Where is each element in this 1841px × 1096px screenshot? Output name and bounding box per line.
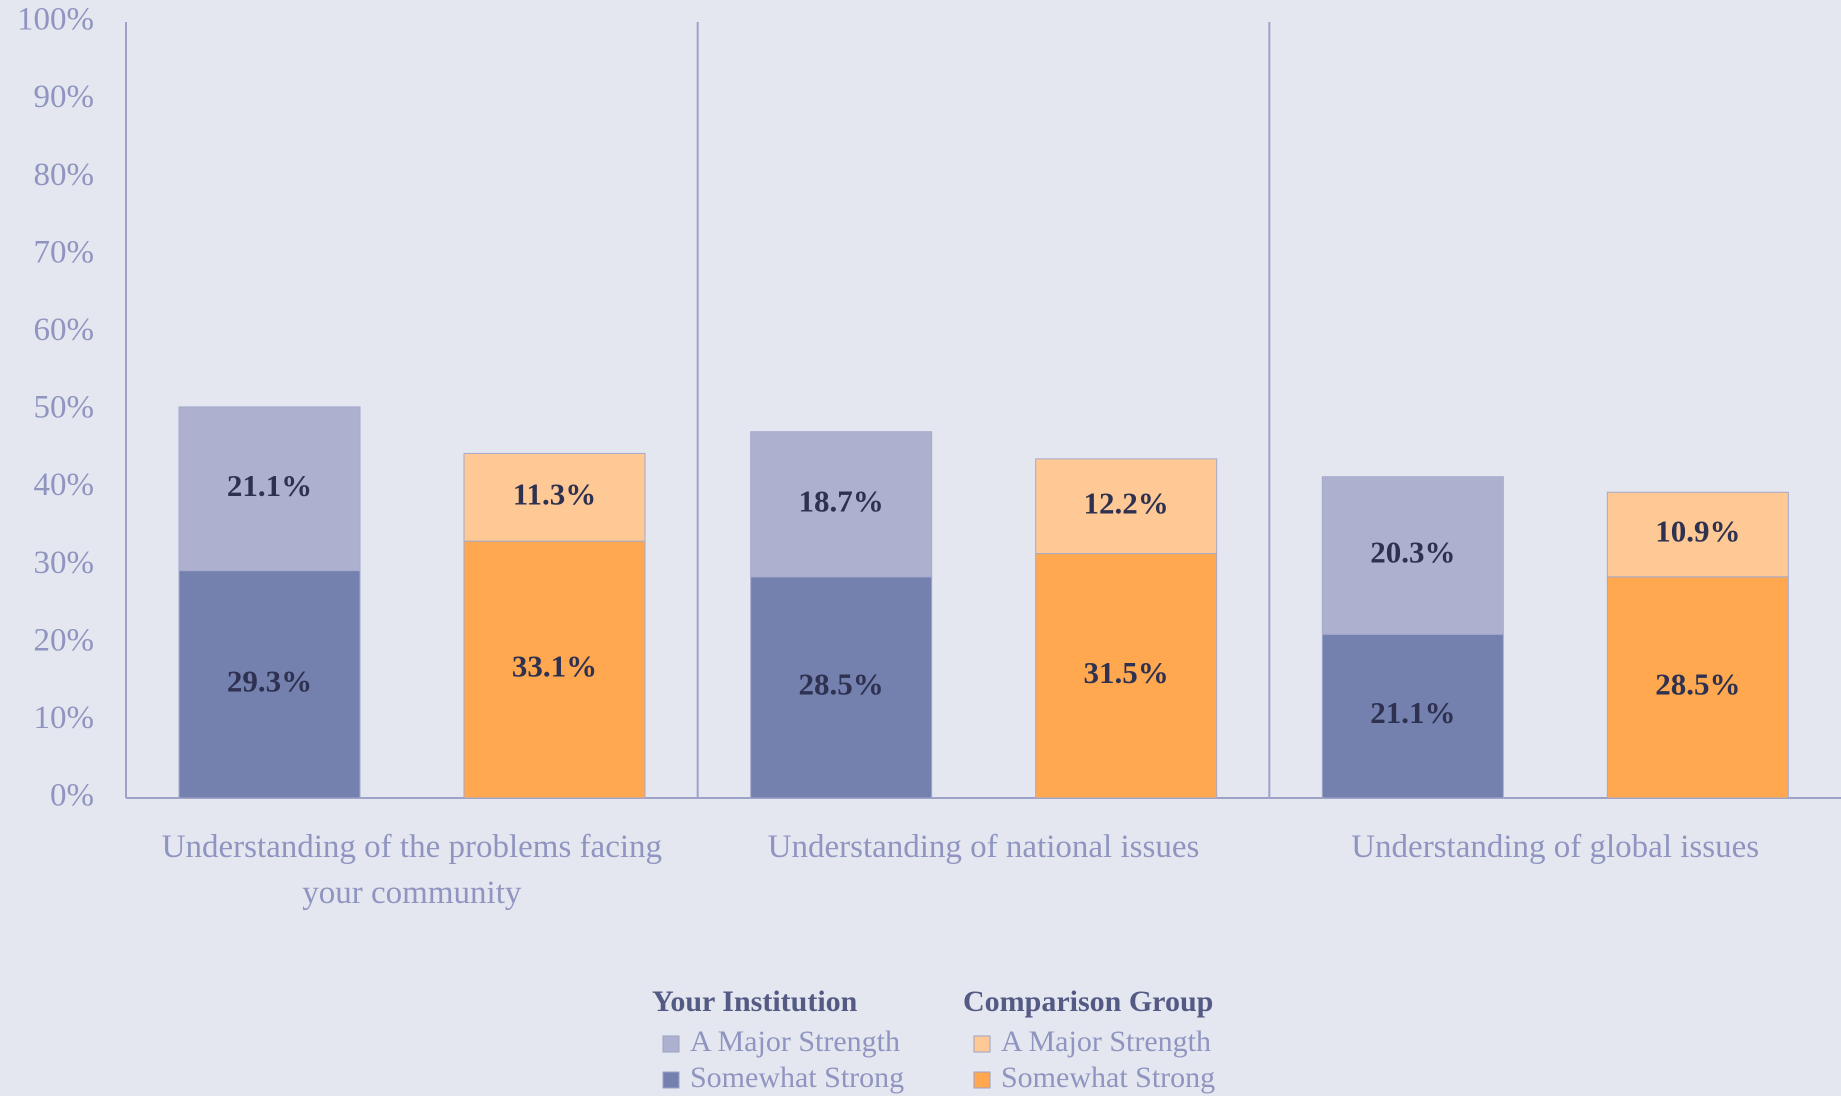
- x-tick-label: Understanding of national issues: [767, 829, 1200, 865]
- legend-label: A Major Strength: [690, 1025, 900, 1058]
- y-tick-label: 90%: [34, 79, 95, 115]
- data-label: 28.5%: [799, 667, 884, 702]
- legend-swatch: [973, 1071, 991, 1089]
- bar-segment: [750, 576, 933, 799]
- bar-segment: [1606, 491, 1789, 578]
- y-tick-label: 60%: [34, 312, 95, 348]
- bar-segment: [463, 540, 646, 799]
- bar-segment: [1606, 576, 1789, 799]
- legend-title: Your Institution: [652, 985, 858, 1018]
- y-tick-label: 10%: [34, 700, 95, 736]
- data-label: 12.2%: [1084, 485, 1169, 520]
- legend-label: A Major Strength: [1001, 1025, 1211, 1058]
- legend-swatch: [662, 1071, 680, 1089]
- data-label: 21.1%: [227, 468, 312, 503]
- data-label: 33.1%: [512, 649, 597, 684]
- bar-segment: [178, 406, 361, 572]
- bar-segment: [1321, 476, 1504, 635]
- x-tick-label: Understanding of global issues: [1351, 829, 1760, 865]
- bar-segment: [1035, 553, 1218, 799]
- data-label: 31.5%: [1084, 655, 1169, 690]
- y-tick-label: 50%: [34, 390, 95, 426]
- bar-segment: [750, 431, 933, 578]
- legend-swatch: [662, 1035, 680, 1053]
- bar-segment: [178, 570, 361, 799]
- legend-swatch: [973, 1035, 991, 1053]
- data-label: 20.3%: [1370, 535, 1455, 570]
- data-label: 28.5%: [1655, 667, 1740, 702]
- bar-segment: [1035, 458, 1218, 555]
- y-tick-label: 30%: [34, 545, 95, 581]
- data-label: 21.1%: [1370, 695, 1455, 730]
- bar-segment: [463, 452, 646, 542]
- legend-label: Somewhat Strong: [690, 1061, 904, 1094]
- data-label: 29.3%: [227, 663, 312, 698]
- legend-title: Comparison Group: [963, 985, 1213, 1018]
- legend-label: Somewhat Strong: [1001, 1061, 1215, 1094]
- y-tick-label: 70%: [34, 234, 95, 270]
- y-tick-label: 100%: [17, 2, 94, 38]
- y-tick-label: 0%: [50, 778, 94, 814]
- y-tick-label: 80%: [34, 157, 95, 193]
- y-tick-label: 40%: [34, 467, 95, 503]
- bar-segment: [1321, 633, 1504, 799]
- x-tick-label: Understanding of the problems facing you…: [161, 829, 663, 911]
- data-label: 11.3%: [513, 476, 597, 511]
- data-label: 18.7%: [799, 483, 884, 518]
- data-label: 10.9%: [1655, 514, 1740, 549]
- y-tick-label: 20%: [34, 622, 95, 658]
